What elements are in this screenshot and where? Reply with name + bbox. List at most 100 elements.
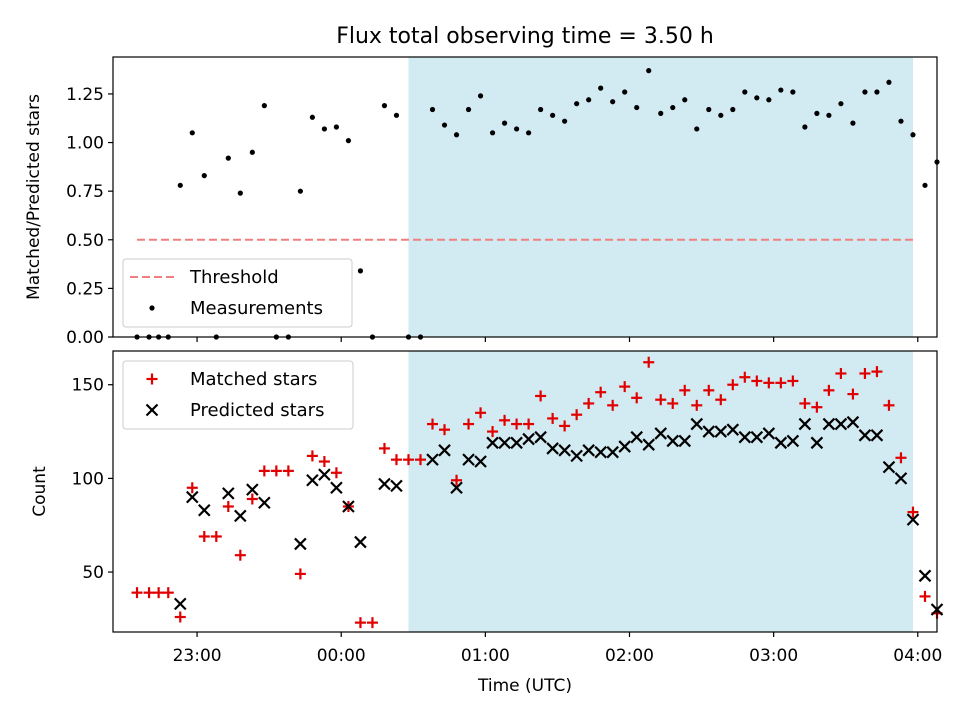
measurement-point [562,118,568,124]
matched-star-point [787,375,799,387]
predicted-star-point [246,483,259,496]
legend-threshold-label: Threshold [189,267,279,288]
bottom-y-tick-label: 150 [72,376,104,396]
measurement-point [297,188,303,194]
measurement-point [694,126,700,132]
predicted-star-point [546,442,559,455]
matched-star-point [475,407,487,419]
measurement-point [177,182,183,188]
matched-star-point [763,377,775,389]
measurement-point [249,149,255,155]
top-y-tick-label: 0.25 [66,279,104,299]
measurement-point [538,106,544,113]
measurement-point [850,120,856,126]
x-tick-label: 23:00 [173,646,222,666]
top-y-axis: 0.00 0.25 0.50 0.75 1.00 1.25 [66,85,113,348]
measurement-point [886,79,892,85]
predicted-star-point [222,487,235,500]
matched-star-point [246,493,258,505]
predicted-star-point [918,569,932,583]
measurement-point [225,155,231,161]
top-x-axis [196,337,919,342]
measurement-point [381,103,388,109]
predicted-star-point [318,468,331,481]
matched-star-point [487,426,499,438]
predicted-star-point [822,417,836,431]
matched-star-point [631,392,643,404]
matched-star-point [571,409,583,421]
matched-star-point [390,454,402,466]
matched-star-point [907,506,919,518]
measurement-point [790,89,796,95]
matched-star-point [499,414,511,426]
measurement-point [838,101,844,107]
bottom-y-tick-label: 50 [82,563,104,583]
matched-star-point [270,465,282,477]
matched-star-point [414,454,426,466]
top-shade-band [408,57,913,337]
measurement-point [730,106,736,113]
measurement-point [429,106,436,113]
bottom-y-tick-label: 100 [72,469,104,489]
predicted-star-point [870,429,884,442]
measurement-point [862,89,868,95]
measurement-point [814,110,820,116]
predicted-star-point [642,438,655,451]
top-panel: 0.00 0.25 0.50 0.75 1.00 1.25 Matched/Predict… [24,56,940,348]
matched-star-point [535,390,547,402]
matched-star-point [607,399,619,411]
top-axes-frame [112,56,938,338]
predicted-star-point [378,477,391,491]
predicted-star-point [294,537,307,551]
top-y-tick-label: 0.00 [66,328,104,348]
matched-star-point [667,397,679,409]
matched-star-point [799,397,811,409]
matched-star-point [703,384,715,396]
matched-star-point [162,587,174,599]
predicted-star-point [450,481,463,495]
predicted-star-point [678,434,692,448]
predicted-star-point [774,436,788,450]
measurement-point [718,112,724,118]
predicted-star-point [726,423,740,436]
top-y-tick-label: 0.75 [66,182,104,202]
top-y-tick-label: 1.00 [66,134,104,154]
measurement-point [189,130,195,136]
measurement-point [682,97,688,103]
predicted-star-point [558,444,571,457]
predicted-star-point [858,429,872,442]
measurement-point [574,101,580,107]
matched-star-point [559,420,571,432]
matched-star-point [451,474,463,486]
predicted-star-point [690,417,704,431]
predicted-star-point [582,444,595,457]
predicted-star-point [462,453,475,466]
matched-star-point [258,465,270,477]
measurement-point [550,112,556,118]
measurement-point [586,97,592,103]
matched-star-point [823,384,835,396]
matched-star-point [619,381,631,393]
count-series [131,356,944,629]
predicted-star-point [846,415,860,429]
predicted-star-point [654,427,668,440]
matched-star-point [871,366,883,378]
x-axis-label: Time (UTC) [477,676,572,696]
measurement-point [874,89,880,95]
matched-star-point [234,549,246,561]
matched-star-point [282,465,294,477]
measurement-point [309,114,315,120]
top-y-tick-label: 1.25 [66,85,104,105]
measurement-point [826,112,832,118]
measurement-point [261,103,267,109]
matched-star-point [655,394,667,406]
matched-star-point [463,418,475,430]
measurement-point [453,132,460,138]
matched-star-point [210,530,222,542]
predicted-star-point [258,496,271,510]
legend-matched-swatch [146,373,158,385]
matched-star-point [775,377,787,389]
predicted-stars-series [173,415,944,616]
legend-measurements-swatch [149,305,155,311]
